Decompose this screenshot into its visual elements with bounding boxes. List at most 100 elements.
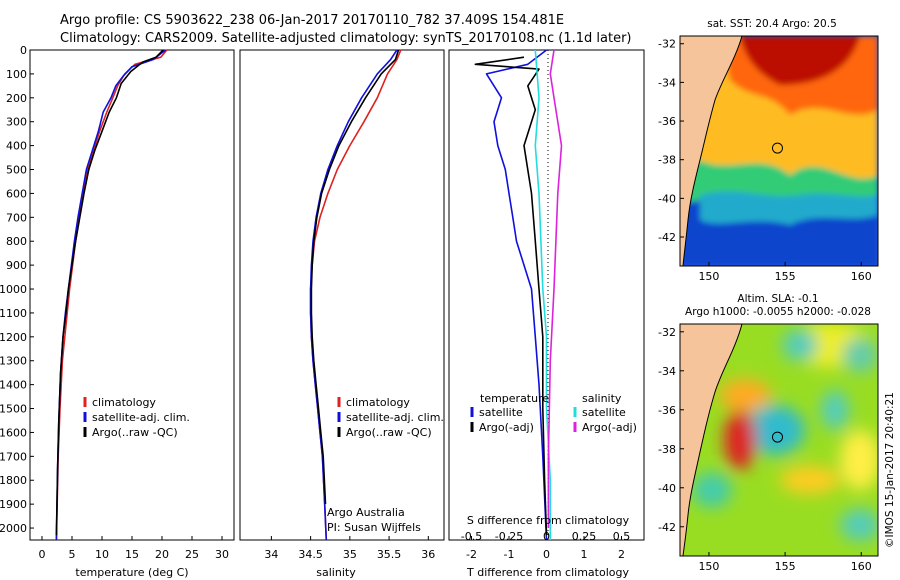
depth-tick-label: 1400: [0, 379, 27, 392]
series-line-temperature-argo-adj-: [474, 56, 548, 536]
x-tick-label: 30: [215, 548, 229, 561]
t-difference-label: T difference from climatology: [466, 566, 629, 579]
x-tick-label: -2: [466, 548, 477, 561]
legend-satellite: satellite-adj. clim.: [346, 411, 444, 424]
x-tick-label: -1: [504, 548, 515, 561]
sla-map-panel: Altim. SLA: -0.1 Argo h1000: -0.0055 h20…: [658, 293, 879, 573]
depth-tick-label: 200: [6, 92, 27, 105]
salinity-axis-label: salinity: [316, 566, 356, 579]
sst-land-coastline: [680, 36, 743, 266]
legend-climatology: climatology: [92, 396, 156, 409]
sla-blob-orange: [719, 379, 771, 411]
depth-tick-label: 900: [6, 259, 27, 272]
temperature-profile-lines: [55, 49, 168, 541]
sst-map-axes: 150 155 160 -32 -34 -36 -38 -40 -42: [658, 38, 872, 283]
depth-tick-label: 1200: [0, 331, 27, 344]
sla-land-coastline: [680, 324, 743, 556]
s-difference-ticks: -0.5 -0.25 0 0.25 0.5: [461, 530, 630, 543]
map-lat-label: -36: [658, 115, 676, 128]
depth-tick-label: 300: [6, 116, 27, 129]
x-tick-label: 5: [69, 548, 76, 561]
legend-sal-satellite: satellite: [582, 406, 626, 419]
figure-title-line2: Climatology: CARS2009. Satellite-adjuste…: [60, 31, 632, 46]
depth-tick-label: 700: [6, 211, 27, 224]
x-tick-label: 15: [125, 548, 139, 561]
legend-temp-satellite: satellite: [479, 406, 523, 419]
salinity-profile-lines: [309, 49, 402, 541]
sst-map-title: sat. SST: 20.4 Argo: 20.5: [707, 18, 837, 30]
depth-tick-label: 1300: [0, 355, 27, 368]
map-lat-label: -42: [658, 231, 676, 244]
salinity-panel: 34 34.5 35 35.5 36 salinity climatology sate…: [239, 49, 445, 579]
depth-tick-label: 0: [20, 44, 27, 57]
depth-tick-label: 1100: [0, 307, 27, 320]
depth-tick-label: 2000: [0, 522, 27, 535]
sla-blob-cyan-centre: [745, 405, 805, 455]
x-tick-label: 34: [264, 548, 278, 561]
temperature-axis-label: temperature (deg C): [75, 566, 188, 579]
depth-tick-label: 100: [6, 68, 27, 81]
map-lon-label: 160: [851, 270, 872, 283]
figure-title-line1: Argo profile: CS 5903622_238 06-Jan-2017…: [60, 13, 564, 28]
sst-band-cyan: [700, 191, 878, 225]
s-difference-label: S difference from climatology: [467, 514, 630, 527]
series-line-temperature-satellite: [485, 49, 548, 541]
map-lon-label: 160: [851, 560, 872, 573]
pi-note: PI: Susan Wijffels: [327, 521, 421, 534]
map-lat-label: -38: [658, 154, 676, 167]
x-tick-label: 0: [543, 548, 550, 561]
difference-plot-frame: [448, 49, 645, 541]
legend-salinity-header: salinity: [582, 392, 622, 405]
x-tick-label: 35: [343, 548, 357, 561]
depth-tick-label: 500: [6, 164, 27, 177]
x-tick-label: 34.5: [298, 548, 323, 561]
x-tick-label: 10: [95, 548, 109, 561]
s-tick-label: -0.5: [461, 530, 482, 543]
legend-temp-argo: Argo(-adj): [479, 421, 534, 434]
map-lat-label: -34: [658, 76, 676, 89]
sla-blob-yellow-east: [840, 430, 878, 490]
sla-blob-cyan-north: [782, 329, 818, 361]
depth-tick-label: 1700: [0, 450, 27, 463]
difference-legend: temperature salinity satellite Argo(-adj…: [470, 392, 637, 434]
depth-tick-label: 1000: [0, 283, 27, 296]
x-tick-label: 2: [618, 548, 625, 561]
sla-map-title-line1: Altim. SLA: -0.1: [737, 293, 818, 305]
legend-temperature-header: temperature: [480, 392, 549, 405]
series-line-argo-raw-qc-: [310, 49, 400, 505]
sla-blob-red: [724, 410, 756, 470]
x-tick-label: 25: [185, 548, 199, 561]
map-lon-label: 155: [775, 560, 796, 573]
x-tick-label: 35.5: [377, 548, 402, 561]
temperature-x-axis: 0 5 10 15 20 25 30: [39, 536, 229, 561]
sst-map-frame: [679, 35, 879, 267]
series-line-salinity-argo-adj-: [547, 49, 563, 528]
depth-tick-label: 400: [6, 140, 27, 153]
map-lat-label: -36: [658, 404, 676, 417]
map-lat-label: -40: [658, 482, 676, 495]
map-lon-label: 155: [775, 270, 796, 283]
sla-heatmap: [680, 324, 878, 556]
depth-tick-label: 800: [6, 235, 27, 248]
sla-blob-cyan-sw: [692, 472, 732, 508]
s-tick-label: 0.25: [572, 530, 597, 543]
sla-blob-cyan-ne: [842, 337, 878, 373]
map-lat-label: -32: [658, 326, 676, 339]
difference-profile-lines: [474, 49, 563, 541]
depth-tick-label: 1500: [0, 403, 27, 416]
depth-tick-label: 600: [6, 187, 27, 200]
map-lat-label: -38: [658, 443, 676, 456]
map-lat-label: -42: [658, 521, 676, 534]
sla-blob-cyan-se: [840, 509, 878, 541]
sst-map-panel: sat. SST: 20.4 Argo: 20.5 150 155 160 -32 -3…: [658, 18, 879, 283]
legend-argo: Argo(..raw -QC): [346, 426, 432, 439]
legend-argo: Argo(..raw -QC): [92, 426, 178, 439]
legend-climatology: climatology: [346, 396, 410, 409]
map-lon-label: 150: [698, 270, 719, 283]
sst-core-red: [740, 36, 860, 85]
map-lat-label: -40: [658, 192, 676, 205]
salinity-plot-frame: [239, 49, 445, 541]
sla-blob-cyan-east: [821, 390, 849, 430]
s-tick-label: -0.25: [495, 530, 523, 543]
